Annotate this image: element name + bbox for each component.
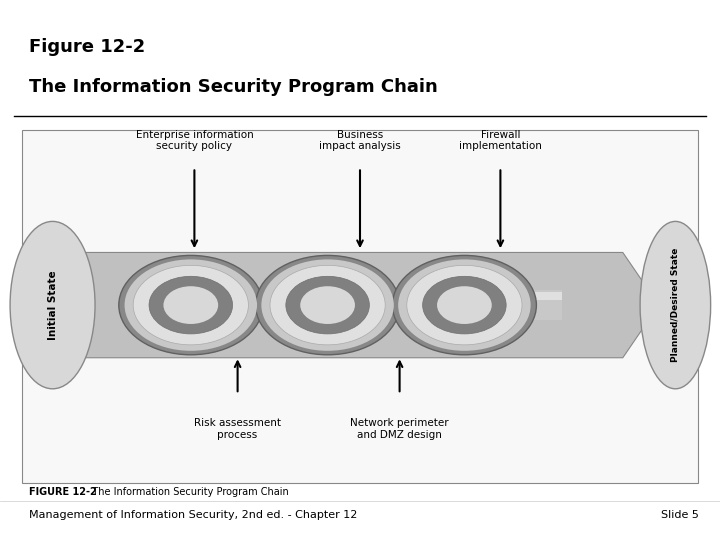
Ellipse shape: [163, 286, 218, 324]
Text: Firewall
implementation: Firewall implementation: [459, 130, 542, 151]
Text: The Information Security Program Chain: The Information Security Program Chain: [83, 487, 289, 497]
Text: Figure 12-2: Figure 12-2: [29, 38, 145, 56]
Text: FIGURE 12-2: FIGURE 12-2: [29, 487, 96, 497]
Ellipse shape: [286, 276, 369, 334]
Ellipse shape: [119, 255, 263, 355]
Text: Network perimeter
and DMZ design: Network perimeter and DMZ design: [351, 418, 449, 440]
FancyBboxPatch shape: [22, 130, 698, 483]
Ellipse shape: [149, 276, 233, 334]
Text: The Information Security Program Chain: The Information Security Program Chain: [29, 78, 438, 96]
Ellipse shape: [300, 286, 355, 324]
Text: Business
impact analysis: Business impact analysis: [319, 130, 401, 151]
Text: Risk assessment
process: Risk assessment process: [194, 418, 281, 440]
Ellipse shape: [125, 259, 257, 351]
Text: Enterprise information
security policy: Enterprise information security policy: [135, 130, 253, 151]
Ellipse shape: [133, 265, 248, 345]
Ellipse shape: [423, 276, 506, 334]
Ellipse shape: [437, 286, 492, 324]
Text: Initial State: Initial State: [48, 271, 58, 340]
Ellipse shape: [640, 221, 711, 389]
Text: Management of Information Security, 2nd ed. - Chapter 12: Management of Information Security, 2nd …: [29, 510, 357, 521]
Ellipse shape: [10, 221, 95, 389]
Text: Planned/Desired State: Planned/Desired State: [671, 248, 680, 362]
Ellipse shape: [407, 265, 522, 345]
Bar: [137, 290, 562, 320]
Ellipse shape: [392, 255, 536, 355]
Bar: [137, 292, 562, 300]
Ellipse shape: [270, 265, 385, 345]
Ellipse shape: [261, 259, 394, 351]
Ellipse shape: [398, 259, 531, 351]
Ellipse shape: [256, 255, 400, 355]
Polygon shape: [83, 252, 659, 357]
Text: Slide 5: Slide 5: [660, 510, 698, 521]
